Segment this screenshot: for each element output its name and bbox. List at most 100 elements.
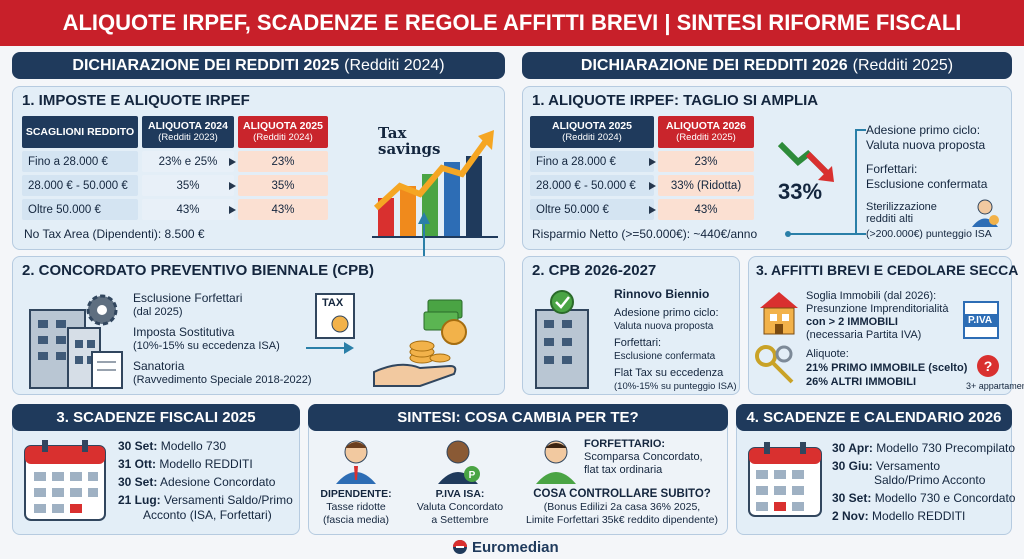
threshold-line: (necessaria Partita IVA) (806, 329, 922, 341)
item-label: Sanatoria (133, 359, 185, 373)
avatar-icon (536, 440, 576, 484)
table-cell: Fino a 28.000 € (22, 151, 138, 172)
deadline-label: Modello REDDITI (159, 457, 253, 471)
profile-line: Tasse ridotte (326, 501, 386, 513)
table-cell: 43% (142, 199, 234, 220)
profile-label: DIPENDENTE: (320, 488, 392, 500)
profile-label: FORFETTARIO: (584, 438, 666, 450)
person-icon (972, 199, 999, 227)
profile-line: Scomparsa Concordato, (584, 451, 703, 463)
table-cell: 28.000 € - 50.000 € (530, 175, 654, 196)
heading-sub: (Redditi 2024) (344, 56, 445, 74)
profile-line: flat tax ordinaria (584, 464, 663, 476)
flow-arrow (306, 342, 354, 354)
warning-label: 3+ appartamenti (966, 381, 1024, 391)
header-label: ALIQUOTA 2025 (552, 120, 632, 132)
deadline-label: Modello REDDITI (872, 509, 966, 523)
building-icon (29, 294, 123, 389)
chart-label: 33% (778, 179, 823, 204)
header-band (0, 0, 1024, 46)
deadline-date: 30 Set: (118, 475, 158, 489)
deadline: 30 Apr: Modello 730 Precompilato (832, 442, 1015, 455)
keys-icon (755, 345, 794, 384)
deadline-date: 30 Set: (118, 439, 158, 453)
deadline-label: Modello 730 e Concordato (874, 491, 1016, 505)
doc-label: P.IVA (968, 315, 993, 326)
rate-line: 26% ALTRI IMMOBILI (806, 376, 916, 388)
item-label: Adesione primo ciclo: (614, 307, 719, 319)
right-heading: DICHIARAZIONE DEI REDDITI 2026 (Redditi 2… (522, 52, 1012, 79)
deadline: 30 Set: Modello 730 (118, 440, 226, 453)
deadline-date: 21 Lug: (118, 493, 161, 507)
note: Risparmio Netto (>=50.000€): ~440€/anno (532, 227, 758, 241)
svg-text:?: ? (984, 358, 993, 374)
building-icon (535, 290, 589, 389)
avatar-icon (336, 440, 376, 484)
panel-heading: SINTESI: COSA CAMBIA PER TE? (308, 404, 728, 431)
header-sub: (Redditi 2023) (158, 132, 218, 143)
doc-label: TAX (322, 297, 344, 309)
item-detail: (dal 2025) (133, 306, 183, 318)
heading-text: 4. SCADENZE E CALENDARIO 2026 (746, 409, 1002, 426)
header-label: SCAGLIONI REDDITO (25, 126, 135, 138)
profile-line: a Settembre (431, 514, 489, 526)
brand-logo (453, 540, 467, 554)
panel-title: 2. CPB 2026-2027 (532, 262, 657, 279)
table-cell: 43% (649, 199, 754, 220)
item-detail: (10%-15% su punteggio ISA) (614, 381, 737, 392)
savings-chart-icon (372, 130, 498, 238)
threshold-line: con > 2 IMMOBILI (806, 316, 898, 328)
deadline-date: 2 Nov: (832, 509, 869, 523)
table-header: ALIQUOTA 2024 (Redditi 2023) (142, 116, 234, 148)
rate-line: Aliquote: (806, 348, 849, 360)
side-detail: redditi alti (866, 213, 914, 225)
trend-icon (778, 141, 834, 182)
profile-line: (fascia media) (323, 514, 389, 526)
svg-text:P: P (469, 470, 476, 481)
profile-label: P.IVA ISA: (435, 488, 485, 500)
deadline-date: 30 Set: (832, 491, 872, 505)
side-label: Forfettari: (866, 162, 918, 176)
item-detail: (Ravvedimento Speciale 2018-2022) (133, 374, 312, 386)
side-detail: Esclusione confermata (866, 177, 988, 191)
header-label: ALIQUOTA 2026 (666, 120, 746, 132)
tax-doc-icon (315, 293, 355, 339)
deadline: 2 Nov: Modello REDDITI (832, 510, 965, 523)
deadline: 30 Set: Modello 730 e Concordato (832, 492, 1015, 505)
table-cell: 35% (229, 175, 328, 196)
calendar-icon (748, 442, 822, 517)
item-detail: (10%-15% su eccedenza ISA) (133, 340, 280, 352)
lead: Rinnovo Biennio (614, 287, 710, 301)
header-label: ALIQUOTA 2025 (243, 120, 323, 132)
table-cell: 23% e 25% (142, 151, 234, 172)
table-cell: Fino a 28.000 € (530, 151, 654, 172)
heading-sub: (Redditi 2025) (852, 56, 954, 74)
deadline-label: Modello 730 (160, 439, 227, 453)
table-cell: 23% (649, 151, 754, 172)
threshold-line: Soglia Immobili (dal 2026): (806, 290, 937, 302)
table-header: ALIQUOTA 2025 (Redditi 2024) (238, 116, 328, 148)
item-label: Imposta Sostitutiva (133, 325, 235, 339)
side-label: Sterilizzazione (866, 201, 937, 213)
profile-line: Valuta Concordato (416, 501, 504, 513)
money-hand-icon (373, 299, 467, 387)
deadline: 30 Giu: Versamento (832, 460, 940, 473)
check-line: (Bonus Edilizi 2a casa 36% 2025, (543, 501, 701, 513)
deadline-label: Adesione Concordato (160, 475, 276, 489)
deadline-extra: Acconto (ISA, Forfettari) (143, 508, 272, 522)
page-title: ALIQUOTE IRPEF, SCADENZE E REGOLE AFFITT… (62, 10, 962, 35)
side-label: Adesione primo ciclo: (866, 123, 981, 137)
item-label: Esclusione Forfettari (133, 291, 243, 305)
profile: P.IVA ISA: Valuta Concordato a Settembre (414, 488, 506, 527)
table-cell: 33% (Ridotta) (649, 175, 754, 196)
table-header: ALIQUOTA 2025 (Redditi 2024) (530, 116, 654, 148)
deadline: 21 Lug: Versamenti Saldo/Primo (118, 494, 293, 507)
profile: DIPENDENTE: Tasse ridotte (fascia media) (312, 488, 400, 527)
heading-text: DICHIARAZIONE DEI REDDITI 2026 (580, 56, 848, 74)
deadline-date: 30 Apr: (832, 441, 873, 455)
deadline: 31 Ott: Modello REDDITI (118, 458, 253, 471)
heading-text: SINTESI: COSA CAMBIA PER TE? (397, 409, 639, 426)
heading-text: 3. SCADENZE FISCALI 2025 (56, 409, 256, 426)
check: COSA CONTROLLARE SUBITO? (Bonus Edilizi 2… (518, 488, 726, 527)
